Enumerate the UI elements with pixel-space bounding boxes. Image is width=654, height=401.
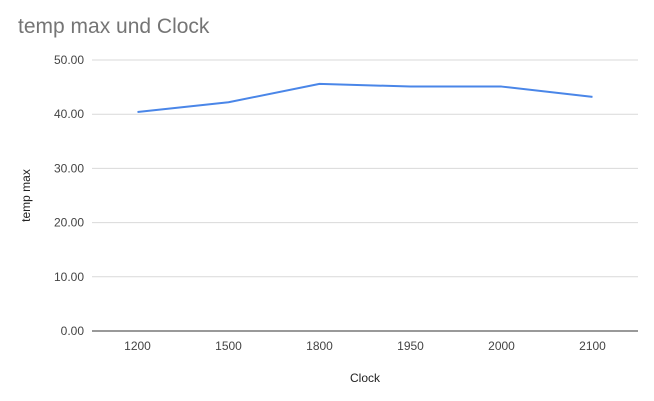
x-axis-ticks: 1200 1500 1800 1950 2000 2100 [124,339,606,353]
y-axis-title: temp max [19,169,33,222]
y-axis-ticks: 0.00 10.00 20.00 30.00 40.00 50.00 [54,53,84,338]
y-tick-label: 30.00 [54,161,84,175]
chart-title: temp max und Clock [18,15,210,38]
y-tick-label: 0.00 [61,324,85,338]
y-tick-label: 40.00 [54,107,84,121]
y-tick-label: 20.00 [54,216,84,230]
x-axis-title: Clock [350,371,381,385]
y-tick-label: 10.00 [54,270,84,284]
x-tick-label: 1500 [215,339,242,353]
series-line [137,82,593,114]
x-tick-label: 2100 [579,339,606,353]
x-tick-label: 2000 [488,339,515,353]
x-tick-label: 1950 [397,339,424,353]
gridlines [92,59,638,278]
y-tick-label: 50.00 [54,53,84,67]
x-tick-label: 1800 [306,339,333,353]
series-layer [137,82,593,114]
x-tick-label: 1200 [124,339,151,353]
